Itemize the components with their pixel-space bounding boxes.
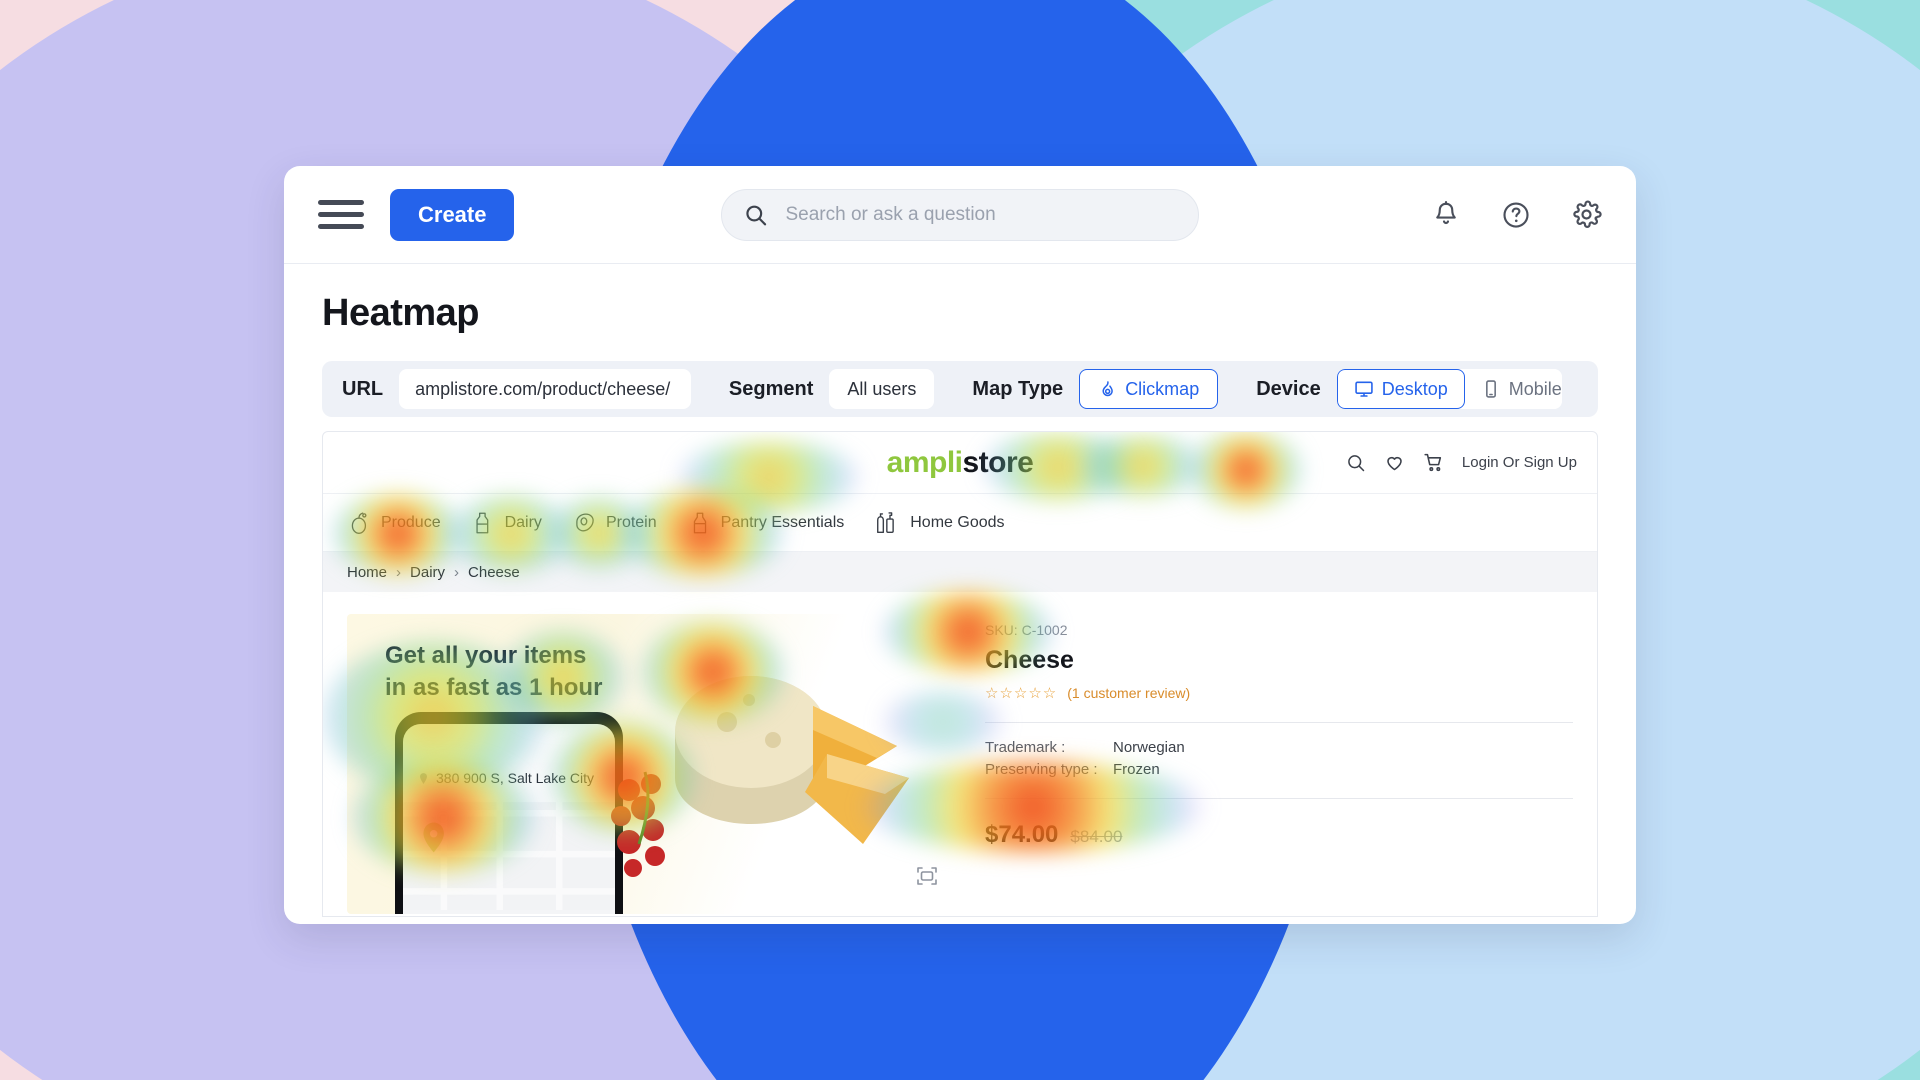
product-sku-value: C-1002 [1021,622,1068,638]
site-header: amplistore Login Or Sign Up [323,432,1597,494]
nav-item-home-goods-label: Home Goods [910,513,1005,531]
product-info: SKU: C-1002 Cheese ☆☆☆☆☆ (1 customer rev… [985,614,1573,914]
nav-item-pantry-essentials-label: Pantry Essentials [720,513,845,531]
device-option-mobile-label: Mobile [1508,378,1562,399]
pantry-icon [693,512,706,533]
page-content: Heatmap URL Segment All users Map Type C… [284,264,1636,917]
breadcrumb: Home › Dairy › Cheese [323,552,1597,592]
promo-text: Get all your items in as fast as 1 hour [385,640,602,703]
review-count-link[interactable]: (1 customer review) [1067,685,1191,701]
product-rating: ☆☆☆☆☆ (1 customer review) [985,684,1573,702]
map-type-value: Clickmap [1125,378,1200,399]
promo-line-1: Get all your items [385,642,587,669]
filter-bar: URL Segment All users Map Type Clickmap … [322,361,1598,417]
price-original: $84.00 [1070,827,1123,846]
breadcrumb-item-cheese: Cheese [468,563,520,581]
search-icon [746,205,767,225]
segment-select[interactable]: All users [829,369,935,409]
login-signup-link[interactable]: Login Or Sign Up [1461,454,1577,471]
nav-item-protein-label: Protein [605,513,657,531]
phone-mockup: 380 900 S, Salt Lake City [395,712,623,914]
product-attributes: Trademark : Norwegian Preserving type : … [985,739,1573,778]
create-button[interactable]: Create [390,188,515,241]
product-section: Get all your items in as fast as 1 hour [323,592,1597,914]
device-label: Device [1256,377,1321,400]
nav-item-dairy-label: Dairy [504,513,542,531]
nav-item-produce-label: Produce [381,513,441,531]
gear-icon[interactable] [1571,199,1602,230]
breadcrumb-item-home[interactable]: Home [347,563,388,581]
heatmap-preview[interactable]: amplistore Login Or Sign Up [322,431,1598,917]
attribute-value: Norwegian [1113,739,1185,756]
nav-item-produce[interactable]: Produce [347,510,441,536]
phone-icon [1485,380,1496,398]
url-label: URL [342,377,384,400]
nav-item-protein[interactable]: Protein [572,510,657,536]
attribute-row: Preserving type : Frozen [985,761,1573,778]
berries-image [611,771,665,877]
nav-item-home-goods[interactable]: Home Goods [874,509,1005,537]
produce-icon [351,511,367,534]
expand-icon[interactable] [915,864,939,888]
heart-icon[interactable] [1384,452,1405,473]
breadcrumb-separator: › [396,563,402,581]
delivery-address: 380 900 S, Salt Lake City [417,770,594,786]
device-option-mobile[interactable]: Mobile [1464,369,1562,409]
promo-line-2: in as fast as 1 hour [385,673,603,701]
price-current: $74.00 [985,821,1059,848]
logo-part-a: ampli [886,445,963,479]
attribute-row: Trademark : Norwegian [985,739,1573,756]
dairy-icon [476,512,488,533]
attribute-value: Frozen [1113,761,1160,778]
cart-icon[interactable] [1423,452,1444,473]
product-name: Cheese [985,646,1074,674]
search-input[interactable] [785,203,1176,226]
attribute-key: Trademark : [985,739,1066,756]
location-pin-icon [420,772,427,784]
nav-item-pantry-essentials[interactable]: Pantry Essentials [687,510,845,536]
device-option-desktop[interactable]: Desktop [1336,369,1465,409]
app-window: Create Heatmap [284,166,1636,924]
help-circle-icon[interactable] [1501,200,1531,230]
phone-screen: 380 900 S, Salt Lake City [403,724,615,914]
divider [985,798,1573,799]
product-media: Get all your items in as fast as 1 hour [347,614,957,914]
attribute-key: Preserving type : [985,761,1098,778]
product-sku-label: SKU: [985,622,1018,638]
site-nav: Produce Dairy Protein [323,494,1597,552]
top-bar: Create [284,166,1636,264]
nav-item-dairy[interactable]: Dairy [471,510,542,536]
search-icon[interactable] [1346,453,1366,473]
home-goods-icon [877,511,895,533]
hamburger-icon[interactable] [318,200,364,229]
search-bar[interactable] [721,188,1199,241]
topbar-icon-group [1431,199,1602,230]
monitor-icon [1354,381,1373,397]
product-price: $74.00 $84.00 [985,821,1573,849]
logo-part-b: store [962,445,1034,479]
divider [985,722,1573,723]
map-type-clickmap-button[interactable]: Clickmap [1079,369,1219,409]
site-header-actions: Login Or Sign Up [1346,452,1577,473]
site-logo[interactable]: amplistore [887,446,1034,480]
promo-banner: Get all your items in as fast as 1 hour [347,614,957,914]
device-toggle-group: Desktop Mobile [1336,369,1562,409]
flame-icon [1102,380,1114,396]
device-option-desktop-label: Desktop [1381,378,1448,399]
protein-icon [576,512,594,531]
bell-icon[interactable] [1431,200,1461,230]
map-graphic [403,724,615,910]
map-type-label: Map Type [972,377,1064,400]
delivery-address-text: 380 900 S, Salt Lake City [436,770,594,786]
rating-stars: ☆☆☆☆☆ [985,685,1058,702]
page-title: Heatmap [322,292,480,334]
segment-label: Segment [728,377,814,400]
url-input[interactable] [399,369,691,409]
breadcrumb-separator: › [454,563,460,581]
breadcrumb-item-dairy[interactable]: Dairy [410,563,446,581]
product-sku: SKU: C-1002 [985,622,1573,638]
